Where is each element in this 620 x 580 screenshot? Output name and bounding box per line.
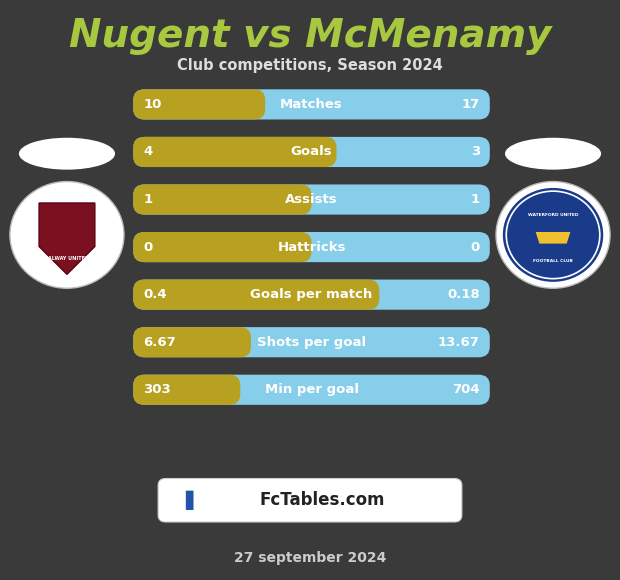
Text: 10: 10 bbox=[143, 98, 162, 111]
Text: 0.18: 0.18 bbox=[447, 288, 480, 301]
FancyBboxPatch shape bbox=[133, 184, 490, 215]
FancyBboxPatch shape bbox=[133, 327, 490, 357]
Text: 0.4: 0.4 bbox=[143, 288, 167, 301]
Ellipse shape bbox=[19, 138, 115, 170]
Circle shape bbox=[503, 188, 603, 282]
FancyBboxPatch shape bbox=[133, 184, 312, 215]
Text: 303: 303 bbox=[143, 383, 171, 396]
Text: FcTables.com: FcTables.com bbox=[260, 491, 385, 509]
Ellipse shape bbox=[505, 138, 601, 170]
FancyBboxPatch shape bbox=[133, 232, 312, 262]
FancyBboxPatch shape bbox=[133, 89, 265, 119]
Text: 13.67: 13.67 bbox=[438, 336, 480, 349]
FancyBboxPatch shape bbox=[133, 375, 490, 405]
Text: FOOTBALL CLUB: FOOTBALL CLUB bbox=[533, 259, 573, 263]
Text: Club competitions, Season 2024: Club competitions, Season 2024 bbox=[177, 58, 443, 73]
FancyBboxPatch shape bbox=[133, 280, 490, 310]
Circle shape bbox=[496, 182, 610, 288]
FancyBboxPatch shape bbox=[133, 375, 241, 405]
Text: WATERFORD UNITED: WATERFORD UNITED bbox=[528, 213, 578, 216]
Text: 4: 4 bbox=[143, 146, 153, 158]
Circle shape bbox=[10, 182, 124, 288]
Text: GALWAY UNITED: GALWAY UNITED bbox=[45, 256, 89, 260]
Text: Nugent vs McMenamy: Nugent vs McMenamy bbox=[69, 17, 551, 56]
Polygon shape bbox=[536, 232, 570, 244]
Text: Assists: Assists bbox=[285, 193, 338, 206]
Text: 704: 704 bbox=[452, 383, 480, 396]
Text: Shots per goal: Shots per goal bbox=[257, 336, 366, 349]
FancyBboxPatch shape bbox=[158, 478, 462, 522]
FancyBboxPatch shape bbox=[133, 280, 379, 310]
Text: Goals: Goals bbox=[291, 146, 332, 158]
Text: Goals per match: Goals per match bbox=[250, 288, 373, 301]
Text: 3: 3 bbox=[471, 146, 480, 158]
Text: 6.67: 6.67 bbox=[143, 336, 176, 349]
Text: 1: 1 bbox=[471, 193, 480, 206]
FancyBboxPatch shape bbox=[133, 232, 490, 262]
Circle shape bbox=[17, 188, 117, 282]
FancyBboxPatch shape bbox=[133, 137, 490, 167]
Text: 27 september 2024: 27 september 2024 bbox=[234, 551, 386, 565]
FancyBboxPatch shape bbox=[133, 137, 337, 167]
Text: 1: 1 bbox=[143, 193, 153, 206]
Text: Min per goal: Min per goal bbox=[265, 383, 358, 396]
Text: 0: 0 bbox=[471, 241, 480, 253]
FancyBboxPatch shape bbox=[133, 327, 251, 357]
Text: ▌: ▌ bbox=[185, 491, 200, 510]
Text: 17: 17 bbox=[462, 98, 480, 111]
Text: 0: 0 bbox=[143, 241, 153, 253]
Text: Hattricks: Hattricks bbox=[277, 241, 346, 253]
Text: Matches: Matches bbox=[280, 98, 343, 111]
FancyBboxPatch shape bbox=[133, 89, 490, 119]
Polygon shape bbox=[39, 203, 95, 274]
